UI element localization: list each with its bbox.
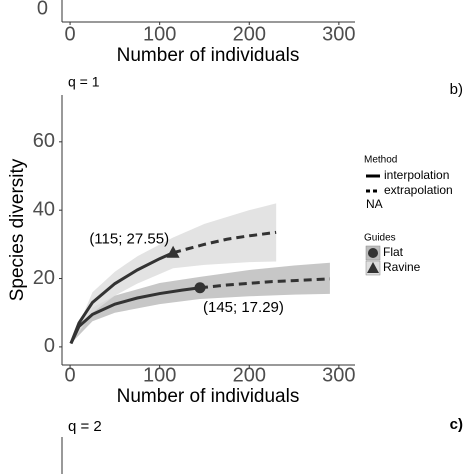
legend-label: interpolation [384, 168, 449, 182]
confidence-band [70, 262, 330, 344]
y-tick-label: 40 [33, 198, 55, 220]
y-tick-label: 20 [33, 267, 55, 289]
annotation: (115; 27.55) [89, 231, 169, 248]
y-tick-label: 0 [37, 0, 48, 19]
extrapolation-line [172, 230, 277, 255]
interpolation-line [69, 251, 174, 345]
interpolation-line [69, 286, 201, 345]
x-tick-label: 200 [233, 364, 266, 386]
panel-tag: b) [450, 81, 463, 98]
legend-title: Guides [364, 233, 396, 244]
point-marker [166, 245, 180, 258]
legend-label: Flat [383, 245, 404, 259]
x-tick-label: 200 [233, 23, 266, 45]
legend-label: extrapolation [384, 183, 453, 197]
panel-tag: c) [450, 416, 463, 433]
legend-key [368, 248, 378, 258]
panel-title: q = 1 [68, 74, 100, 90]
point-marker [194, 282, 206, 294]
y-tick-label: 60 [33, 130, 55, 152]
x-tick-label: 300 [322, 23, 355, 45]
x-tick-label: 100 [143, 23, 176, 45]
y-tick-label: 0 [44, 335, 55, 357]
y-axis-title: Species diversity [7, 158, 28, 301]
extrapolation-line [199, 277, 330, 290]
annotation: (145; 17.29) [203, 299, 284, 316]
x-tick-label: 0 [65, 23, 76, 45]
x-axis-title: Number of individuals [117, 45, 300, 66]
legend-key [367, 262, 379, 273]
panel-title: q = 2 [68, 418, 102, 435]
legend-title: Method [364, 155, 397, 166]
x-tick-label: 300 [322, 364, 355, 386]
x-tick-label: 100 [143, 364, 176, 386]
legend-label: Ravine [383, 260, 421, 274]
x-axis-title: Number of individuals [117, 386, 300, 407]
legend-label: NA [366, 197, 383, 211]
x-tick-label: 0 [65, 364, 76, 386]
